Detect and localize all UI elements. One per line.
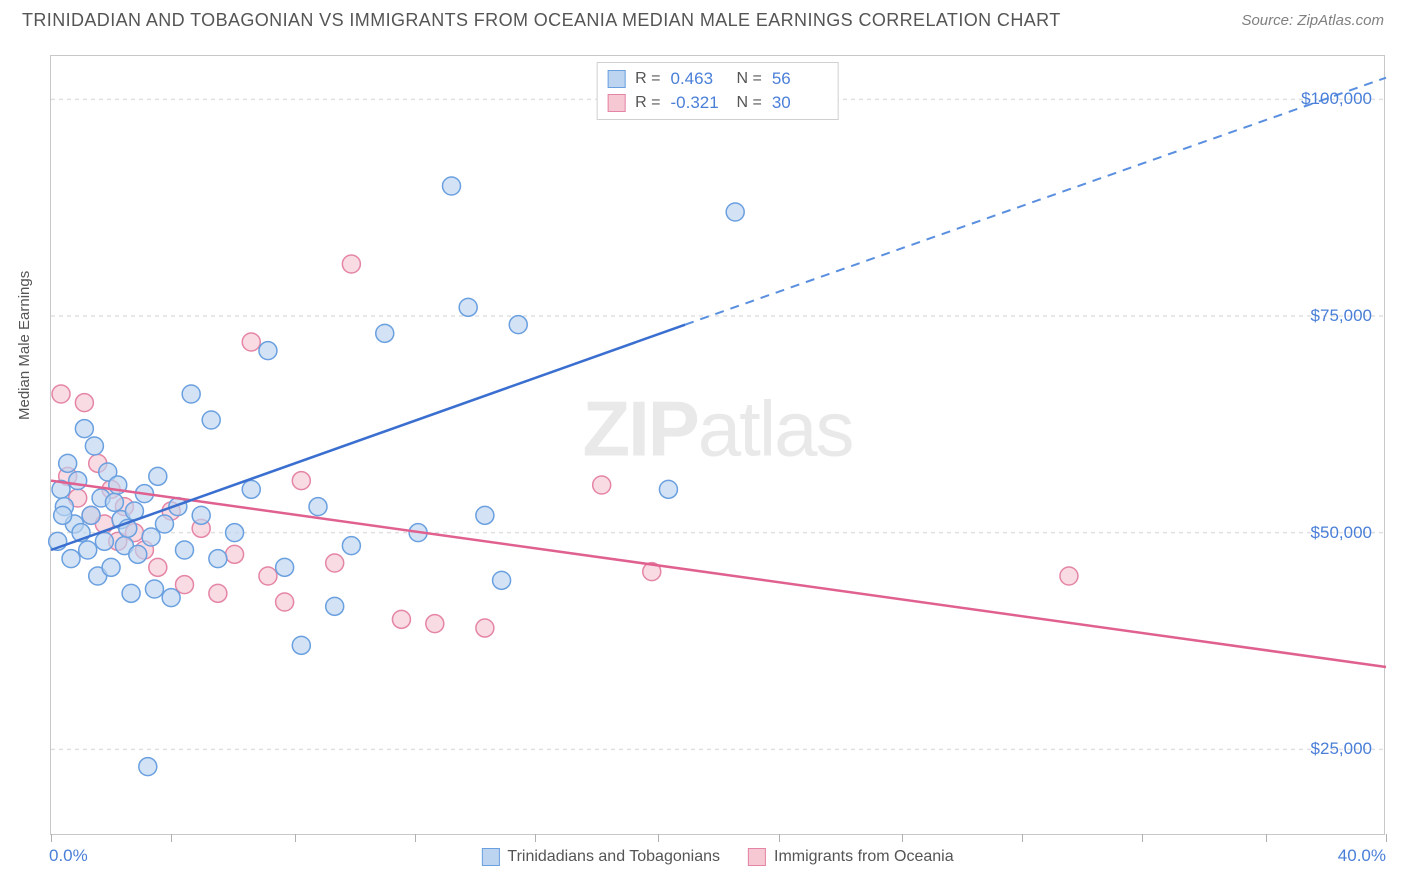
swatch-icon	[607, 70, 625, 88]
x-tick	[171, 834, 172, 842]
legend-item: Immigrants from Oceania	[748, 848, 954, 866]
y-axis-label: Median Male Earnings	[16, 271, 33, 420]
legend-label: Immigrants from Oceania	[774, 848, 954, 866]
x-tick	[415, 834, 416, 842]
stats-value: -0.321	[671, 93, 727, 113]
y-tick-label: $75,000	[1311, 306, 1372, 326]
x-tick	[295, 834, 296, 842]
source-attribution: Source: ZipAtlas.com	[1241, 12, 1384, 29]
x-tick	[1022, 834, 1023, 842]
stats-label: R =	[635, 94, 660, 112]
stats-row: R = 0.463 N = 56	[607, 67, 828, 91]
x-tick	[1266, 834, 1267, 842]
correlation-stats-box: R = 0.463 N = 56 R = -0.321 N = 30	[596, 62, 839, 120]
legend-label: Trinidadians and Tobagonians	[507, 848, 720, 866]
stats-label: N =	[737, 70, 762, 88]
x-axis-end-label: 40.0%	[1338, 846, 1386, 866]
x-axis-start-label: 0.0%	[49, 846, 88, 866]
stats-value: 0.463	[671, 69, 727, 89]
stats-label: N =	[737, 94, 762, 112]
swatch-icon	[607, 94, 625, 112]
y-tick-label: $100,000	[1301, 89, 1372, 109]
x-tick	[779, 834, 780, 842]
legend: Trinidadians and Tobagonians Immigrants …	[481, 848, 953, 866]
swatch-icon	[748, 848, 766, 866]
x-tick	[1142, 834, 1143, 842]
stats-value: 56	[772, 69, 828, 89]
stats-value: 30	[772, 93, 828, 113]
stats-row: R = -0.321 N = 30	[607, 91, 828, 115]
swatch-icon	[481, 848, 499, 866]
chart-plot-area: ZIPatlas R = 0.463 N = 56 R = -0.321 N =…	[50, 55, 1385, 835]
x-tick	[51, 834, 52, 842]
chart-title: TRINIDADIAN AND TOBAGONIAN VS IMMIGRANTS…	[22, 10, 1061, 31]
x-tick	[902, 834, 903, 842]
x-tick	[535, 834, 536, 842]
x-tick	[658, 834, 659, 842]
x-tick	[1386, 834, 1387, 842]
legend-item: Trinidadians and Tobagonians	[481, 848, 720, 866]
y-tick-label: $25,000	[1311, 739, 1372, 759]
y-tick-label: $50,000	[1311, 523, 1372, 543]
stats-label: R =	[635, 70, 660, 88]
scatter-svg	[51, 56, 1384, 834]
